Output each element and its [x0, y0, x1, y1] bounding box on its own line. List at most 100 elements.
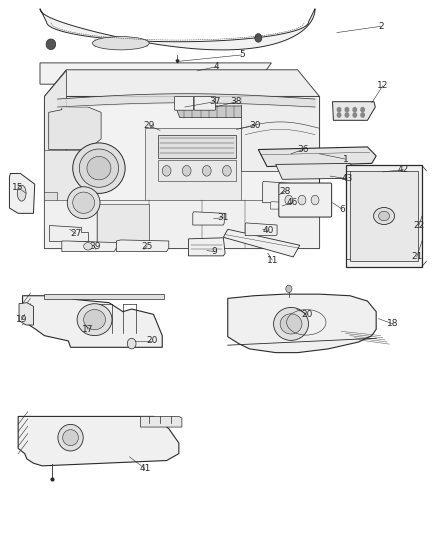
Polygon shape	[158, 160, 237, 181]
Circle shape	[223, 165, 231, 176]
Polygon shape	[44, 96, 319, 248]
Polygon shape	[18, 416, 179, 466]
Polygon shape	[62, 241, 117, 252]
Text: 15: 15	[12, 183, 24, 192]
Circle shape	[127, 338, 136, 349]
Circle shape	[298, 195, 306, 205]
Polygon shape	[145, 128, 241, 203]
Ellipse shape	[84, 310, 106, 330]
FancyBboxPatch shape	[174, 96, 194, 110]
Circle shape	[353, 108, 357, 112]
Polygon shape	[132, 79, 158, 84]
Text: 36: 36	[297, 145, 309, 154]
Polygon shape	[271, 201, 290, 209]
Text: 27: 27	[70, 229, 81, 238]
Text: 25: 25	[141, 242, 153, 251]
Ellipse shape	[274, 308, 308, 341]
Text: 40: 40	[262, 226, 274, 235]
Circle shape	[162, 165, 171, 176]
Polygon shape	[10, 173, 35, 213]
Circle shape	[286, 285, 292, 293]
Polygon shape	[49, 225, 88, 241]
FancyBboxPatch shape	[279, 183, 332, 217]
Text: 28: 28	[280, 187, 291, 196]
Polygon shape	[117, 240, 169, 252]
Ellipse shape	[255, 34, 262, 42]
Text: 38: 38	[231, 97, 242, 106]
Polygon shape	[44, 150, 88, 203]
Ellipse shape	[17, 185, 26, 201]
Text: 37: 37	[209, 97, 220, 106]
Ellipse shape	[63, 430, 78, 446]
Polygon shape	[193, 212, 224, 225]
Ellipse shape	[67, 187, 100, 219]
Polygon shape	[22, 296, 162, 348]
Polygon shape	[263, 181, 301, 203]
Text: 1: 1	[343, 155, 349, 164]
Polygon shape	[188, 238, 225, 256]
Polygon shape	[40, 63, 272, 84]
Ellipse shape	[378, 211, 389, 221]
Text: 12: 12	[377, 81, 389, 90]
Circle shape	[311, 195, 319, 205]
Circle shape	[361, 113, 364, 117]
Text: 19: 19	[16, 315, 28, 324]
Text: 20: 20	[146, 336, 157, 345]
Polygon shape	[350, 171, 418, 261]
Text: 20: 20	[301, 310, 313, 319]
Polygon shape	[75, 79, 97, 84]
Text: 42: 42	[398, 165, 409, 174]
Polygon shape	[49, 107, 101, 150]
Circle shape	[337, 113, 341, 117]
Ellipse shape	[84, 243, 92, 250]
Polygon shape	[241, 96, 319, 171]
Polygon shape	[40, 9, 315, 50]
Circle shape	[285, 195, 293, 205]
Circle shape	[202, 165, 211, 176]
Text: 41: 41	[139, 464, 151, 473]
Polygon shape	[158, 135, 237, 158]
Polygon shape	[346, 165, 422, 266]
Ellipse shape	[79, 149, 119, 187]
Polygon shape	[332, 102, 375, 120]
Polygon shape	[97, 204, 149, 243]
Text: 18: 18	[387, 319, 399, 328]
Circle shape	[361, 108, 364, 112]
Ellipse shape	[87, 157, 111, 180]
Polygon shape	[175, 106, 285, 118]
Polygon shape	[44, 70, 66, 248]
Polygon shape	[141, 416, 182, 427]
Text: 39: 39	[89, 242, 100, 251]
Polygon shape	[228, 294, 376, 353]
FancyBboxPatch shape	[194, 96, 215, 110]
Ellipse shape	[46, 39, 56, 50]
Text: 17: 17	[82, 325, 94, 334]
Text: 5: 5	[239, 51, 244, 59]
Polygon shape	[19, 303, 33, 325]
Text: 30: 30	[249, 121, 261, 130]
Ellipse shape	[374, 207, 395, 224]
Polygon shape	[219, 79, 237, 84]
Text: 4: 4	[214, 62, 219, 71]
Polygon shape	[44, 187, 97, 229]
Text: 31: 31	[218, 213, 229, 222]
Text: 46: 46	[286, 198, 298, 207]
Polygon shape	[245, 223, 277, 236]
Ellipse shape	[77, 304, 112, 336]
Text: 2: 2	[378, 22, 384, 31]
Text: 9: 9	[212, 247, 218, 256]
Text: 11: 11	[266, 256, 278, 264]
Polygon shape	[276, 164, 357, 179]
Text: 6: 6	[339, 205, 345, 214]
Text: 29: 29	[144, 121, 155, 130]
Circle shape	[337, 108, 341, 112]
Polygon shape	[223, 229, 300, 257]
Circle shape	[345, 108, 349, 112]
Polygon shape	[44, 294, 164, 300]
Polygon shape	[44, 200, 319, 248]
Polygon shape	[258, 147, 376, 166]
Text: 43: 43	[341, 174, 353, 183]
Ellipse shape	[73, 143, 125, 193]
Text: 22: 22	[413, 221, 424, 230]
Polygon shape	[184, 79, 201, 84]
